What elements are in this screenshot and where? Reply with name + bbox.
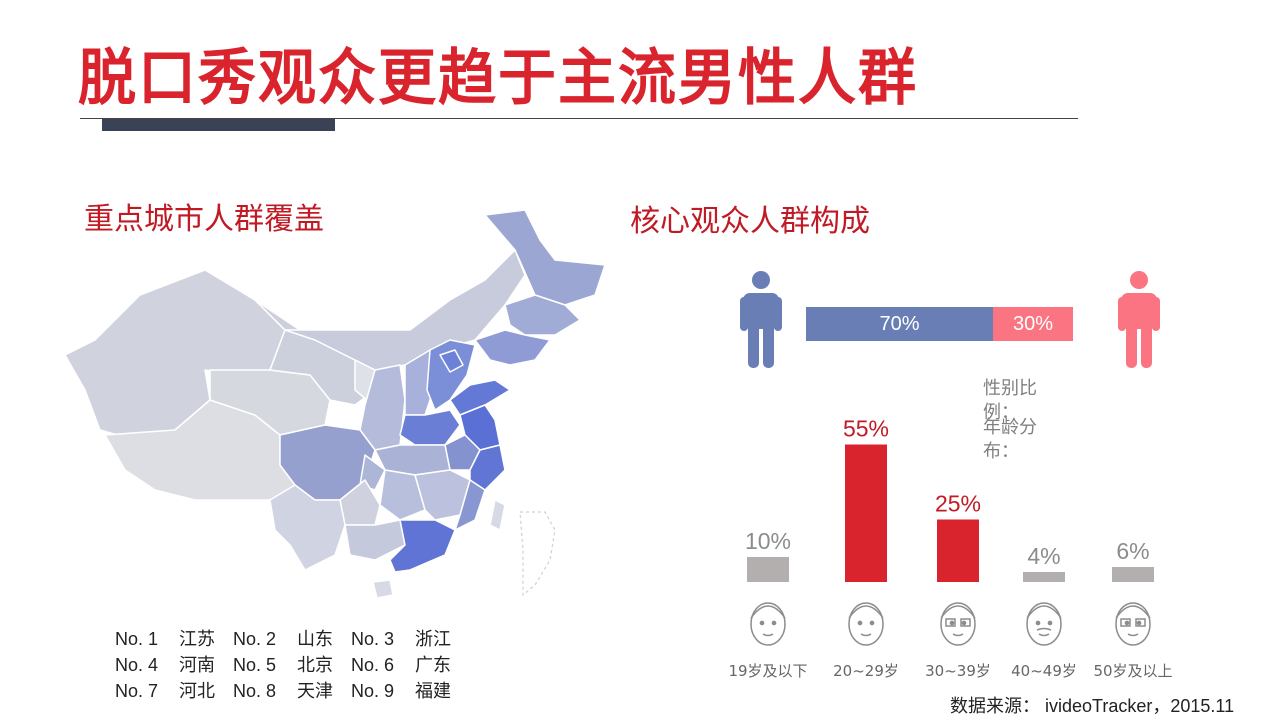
rank-city: 河南 — [179, 655, 215, 675]
city-ranking-list: No. 1 江苏 No. 2 山东 No. 3 浙江 No. 4 河南 No. … — [115, 626, 469, 701]
age-bar — [1023, 572, 1065, 582]
map-region-heilongjiang — [484, 209, 606, 306]
gender-ratio-label: 性别比例： — [983, 378, 1037, 422]
page-title: 脱口秀观众更趋于主流男性人群 — [78, 41, 919, 113]
rank-number: No. 6 — [351, 655, 395, 675]
rank-city: 河北 — [179, 681, 215, 701]
rank-city: 福建 — [415, 681, 451, 701]
map-section-heading: 重点城市人群覆盖 — [84, 202, 324, 237]
age-category-label: 19岁及以下 — [728, 662, 807, 680]
elder-face-icon — [1115, 602, 1151, 646]
map-region-liaoning — [474, 329, 551, 366]
gender-bar-segment-male: 70% — [806, 307, 993, 341]
map-region-yunnan — [269, 484, 346, 571]
rank-city: 山东 — [297, 629, 333, 649]
mustache-face-icon — [1026, 602, 1062, 646]
female-person-icon — [1118, 271, 1160, 368]
rank-number: No. 7 — [115, 681, 159, 701]
age-bar-value-label: 25% — [935, 491, 981, 517]
age-bar — [1112, 567, 1154, 582]
age-category-label: 50岁及以上 — [1093, 662, 1172, 680]
rank-city: 浙江 — [415, 629, 451, 649]
age-category-label: 40~49岁 — [1011, 662, 1077, 680]
age-bar-value-label: 4% — [1027, 543, 1060, 569]
age-category-label: 20~29岁 — [833, 662, 899, 680]
age-category-label: 30~39岁 — [925, 662, 991, 680]
age-bar — [937, 519, 979, 582]
china-coverage-map — [64, 209, 606, 599]
data-source: 数据来源： ivideoTracker，2015.11 — [950, 696, 1235, 716]
map-region-hainan — [372, 579, 394, 599]
map-region-beijing-tianjin — [439, 349, 464, 373]
map-region-south-sea-inset — [519, 511, 556, 596]
age-bar-value-label: 6% — [1116, 538, 1149, 564]
title-divider — [80, 118, 1078, 119]
age-bar — [845, 444, 887, 582]
rank-number: No. 9 — [351, 681, 395, 701]
map-region-jilin — [504, 294, 581, 336]
age-bar-value-label: 55% — [843, 416, 889, 442]
young-adult-face-icon — [848, 602, 884, 646]
audience-section-heading: 核心观众人群构成 — [630, 204, 870, 239]
ranking-row-2: No. 4 河南 No. 5 北京 No. 6 广东 — [115, 652, 469, 678]
rank-city: 天津 — [297, 681, 333, 701]
age-distribution-chart: 10% 19岁及以下 55% 20~29岁 25% 30~39岁 4% 40~49岁 6% 50岁… — [728, 416, 1172, 681]
title-accent-bar — [102, 119, 335, 131]
rank-number: No. 3 — [351, 629, 395, 649]
map-region-shanxi — [404, 349, 436, 416]
rank-city: 江苏 — [179, 629, 215, 649]
map-region-hunan — [379, 469, 426, 521]
child-face-icon — [750, 602, 786, 646]
rank-number: No. 5 — [233, 655, 277, 675]
map-region-fujian — [454, 479, 486, 531]
age-bar-value-label: 10% — [745, 528, 791, 554]
map-region-taiwan — [489, 499, 506, 531]
ranking-row-3: No. 7 河北 No. 8 天津 No. 9 福建 — [115, 678, 469, 701]
rank-number: No. 1 — [115, 629, 159, 649]
map-region-henan — [399, 409, 461, 446]
age-distribution-label: 年龄分布： — [983, 417, 1037, 461]
rank-city: 广东 — [415, 655, 451, 675]
rank-city: 北京 — [297, 655, 333, 675]
rank-number: No. 8 — [233, 681, 277, 701]
glasses-face-icon — [940, 602, 976, 646]
age-bar — [747, 557, 789, 582]
map-region-hebei — [426, 339, 476, 411]
gender-bar-segment-female: 30% — [993, 307, 1073, 341]
male-person-icon — [740, 271, 782, 368]
ranking-row-1: No. 1 江苏 No. 2 山东 No. 3 浙江 — [115, 626, 469, 652]
map-region-guangdong — [389, 519, 456, 573]
rank-number: No. 2 — [233, 629, 277, 649]
rank-number: No. 4 — [115, 655, 159, 675]
